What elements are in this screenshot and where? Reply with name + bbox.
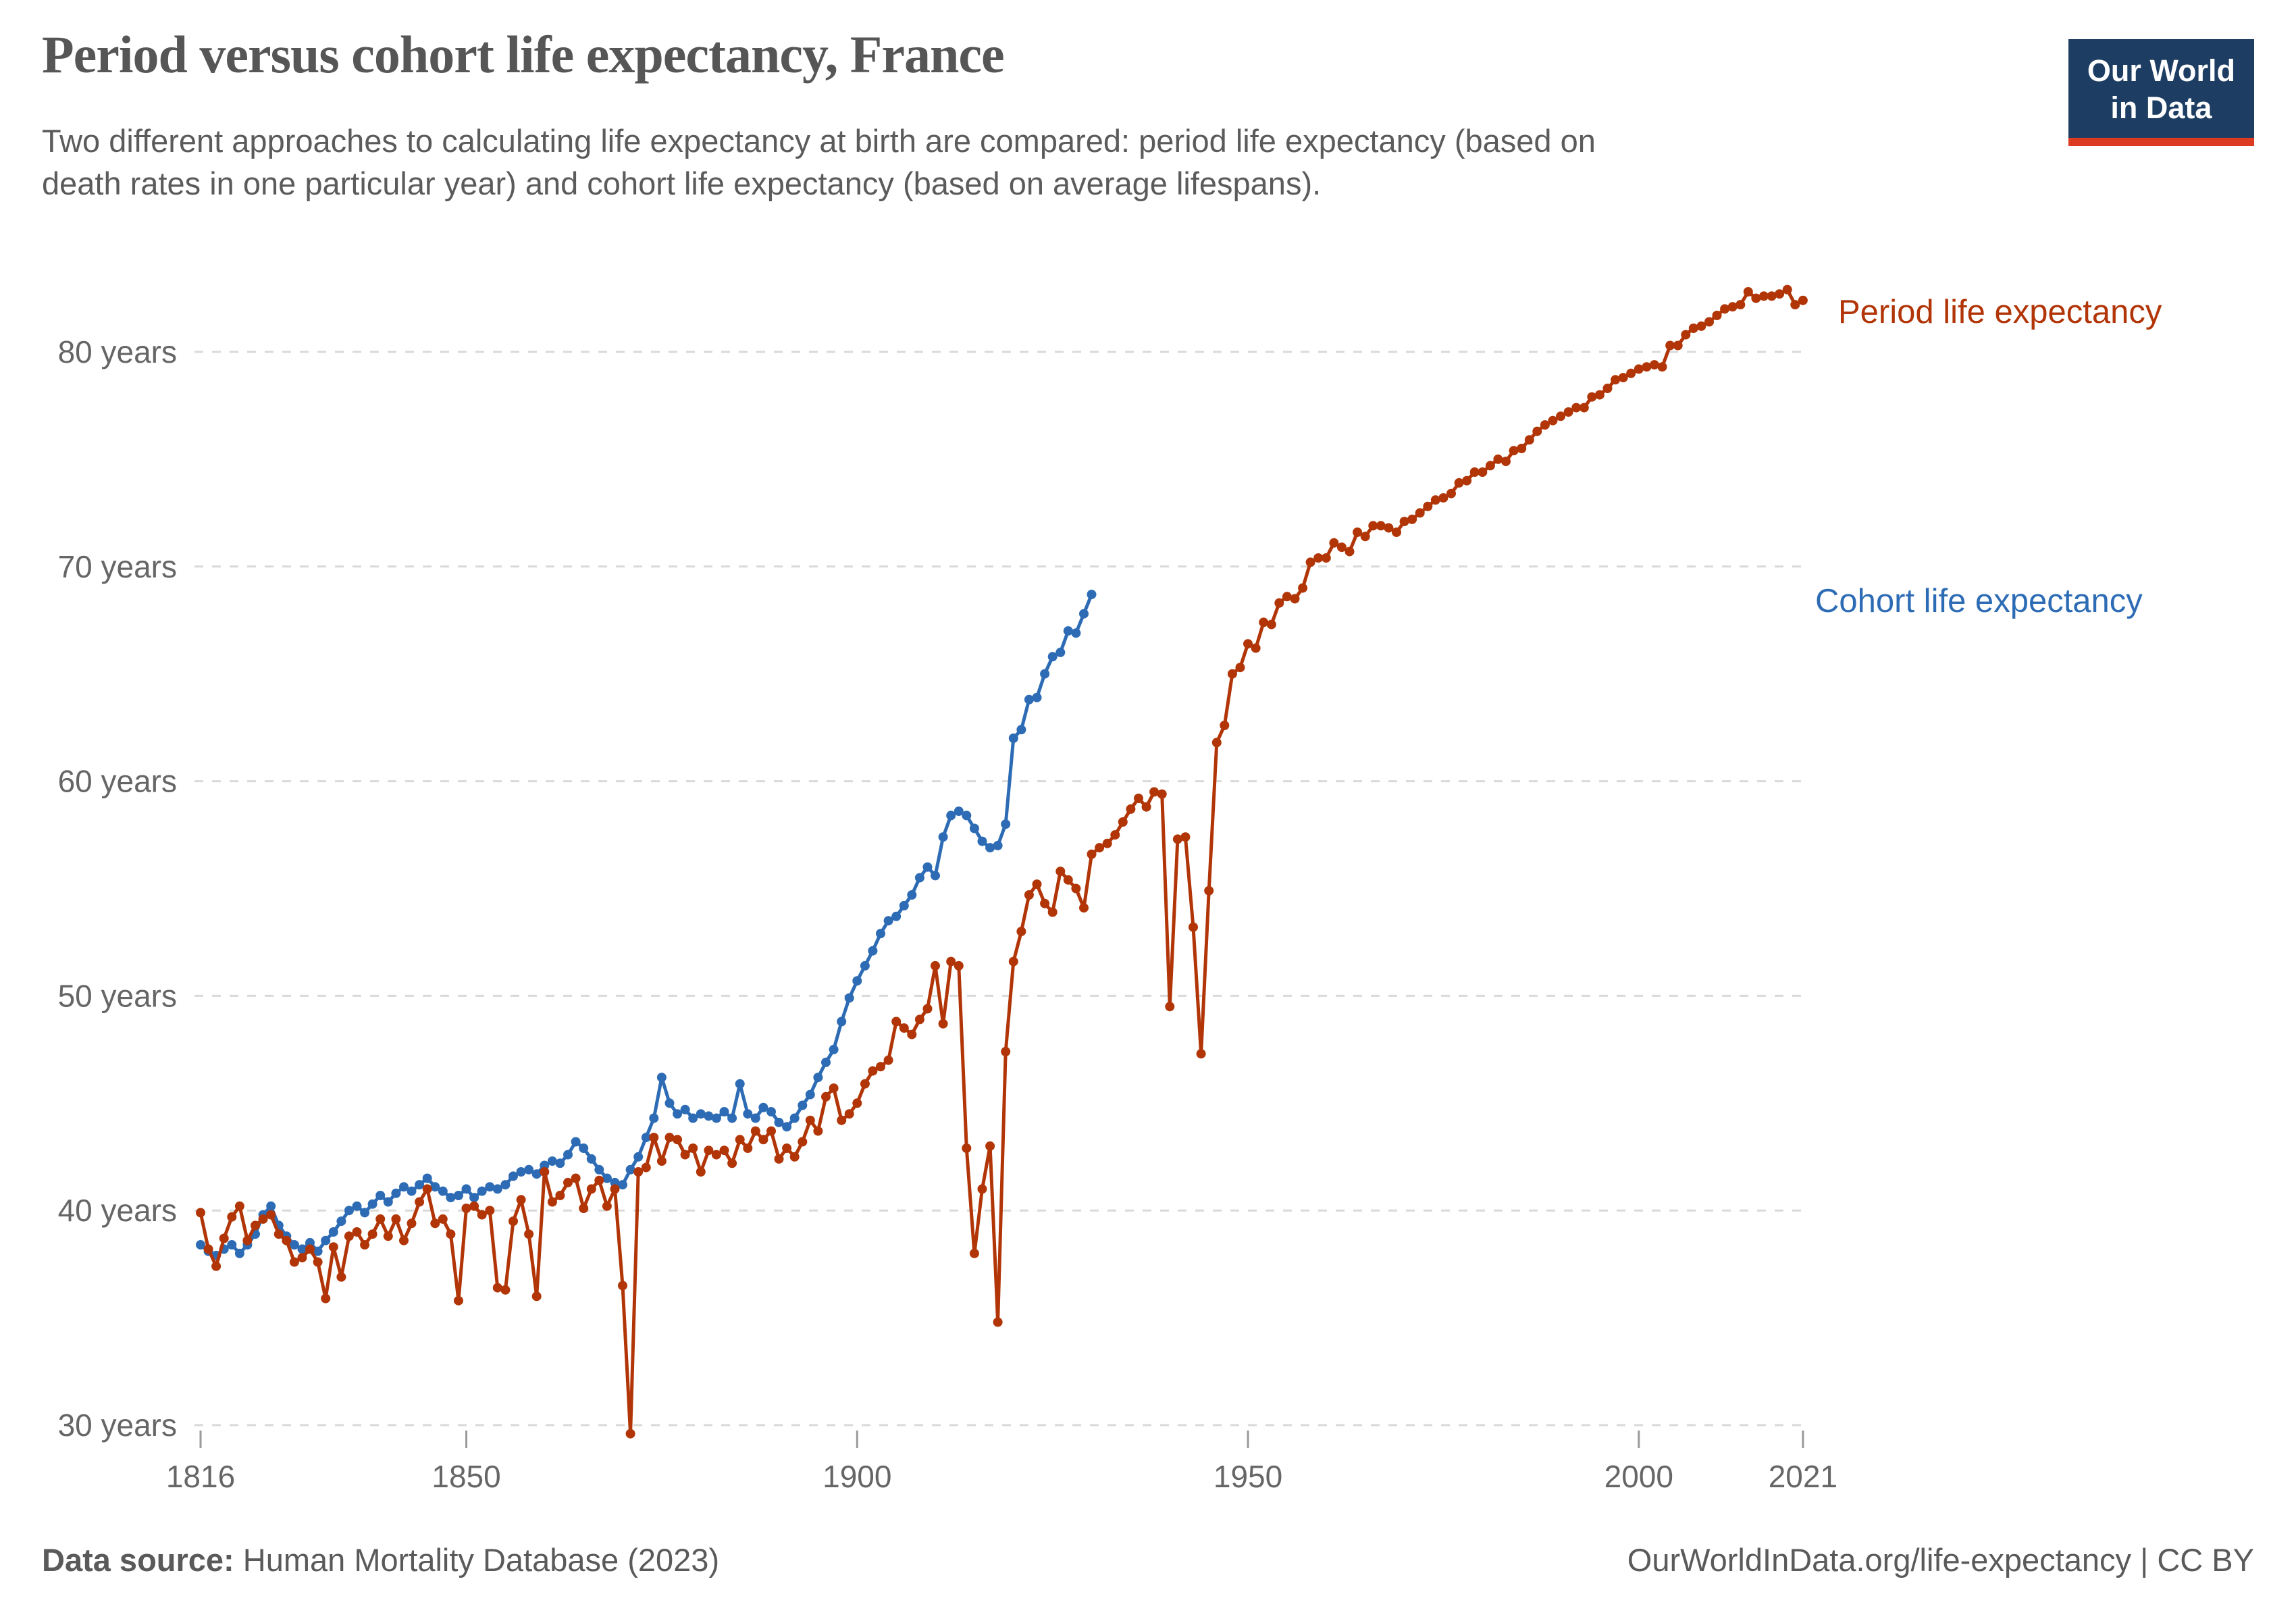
subtitle-line-1: Two different approaches to calculating … (42, 123, 1596, 159)
cohort-series-label: Cohort life expectancy (1815, 583, 2143, 619)
x-axis-tick-label: 2000 (1604, 1459, 1673, 1494)
data-source-value: Human Mortality Database (2023) (234, 1542, 720, 1578)
cohort-line[interactable] (199, 592, 1093, 1258)
cohort-points[interactable] (196, 590, 1097, 1260)
period-series-label: Period life expectancy (1838, 294, 2162, 330)
subtitle-line-2: death rates in one particular year) and … (42, 165, 1322, 201)
y-axis-tick-label: 70 years (58, 549, 177, 584)
x-axis-tick-label: 1816 (166, 1459, 235, 1494)
x-axis-tick-label: 2021 (1769, 1459, 1837, 1494)
x-axis-tick-label: 1850 (432, 1459, 500, 1494)
x-axis-tick-label: 1900 (823, 1459, 891, 1494)
page-subtitle: Two different approaches to calculating … (42, 120, 1596, 205)
logo-line-2: in Data (2110, 90, 2212, 125)
logo-red-bar (2068, 137, 2254, 146)
period-series[interactable] (196, 284, 1808, 1439)
cohort-series[interactable] (196, 590, 1097, 1260)
y-axis-tick-label: 40 years (58, 1193, 177, 1228)
owid-logo[interactable]: Our World in Data (2068, 39, 2254, 146)
x-axis-tick-label: 1950 (1214, 1459, 1282, 1494)
y-axis-tick-label: 30 years (58, 1408, 177, 1443)
y-axis-tick-label: 50 years (58, 978, 177, 1013)
y-axis-tick-label: 80 years (58, 334, 177, 369)
period-line[interactable] (199, 288, 1805, 1436)
data-source-label: Data source: (42, 1542, 234, 1578)
data-source-note: Data source: Human Mortality Database (2… (42, 1541, 719, 1578)
chart-footer: Data source: Human Mortality Database (2… (42, 1541, 2254, 1578)
period-points[interactable] (196, 284, 1808, 1439)
y-axis-tick-label: 60 years (58, 764, 177, 799)
owid-url-link[interactable]: OurWorldInData.org/life-expectancy | CC … (1627, 1542, 2254, 1578)
page-title: Period versus cohort life expectancy, Fr… (42, 25, 1005, 84)
logo-line-1: Our World (2087, 53, 2235, 88)
